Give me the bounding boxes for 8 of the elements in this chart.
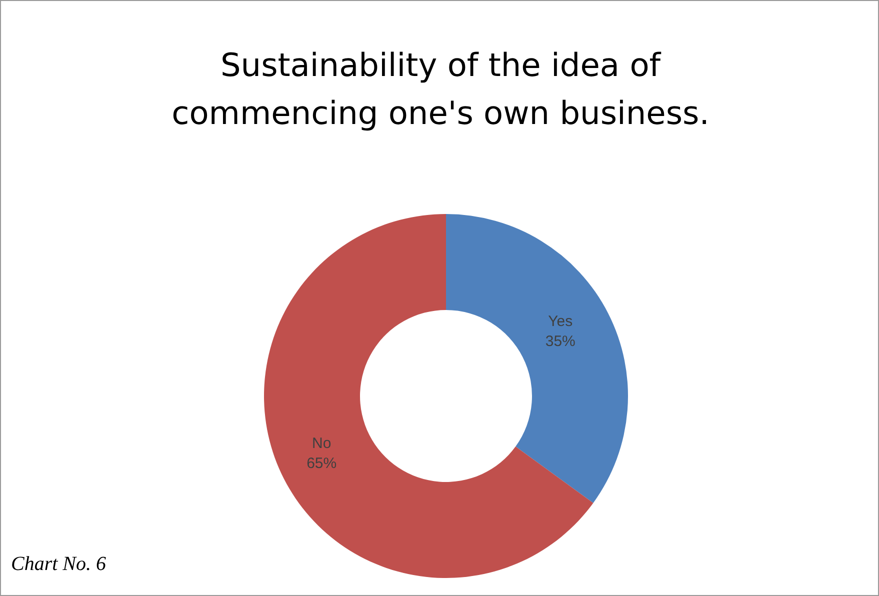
data-label: 35%: [545, 333, 576, 350]
chart-title: Sustainability of the idea of commencing one's own business.: [170, 45, 710, 134]
donut-slice: [446, 214, 628, 503]
donut-slice: [264, 214, 594, 578]
data-label: 65%: [306, 454, 337, 472]
slice-label: No: [312, 434, 332, 452]
slice-label: Yes: [548, 313, 573, 330]
text: Chart No. 6: [11, 553, 106, 576]
